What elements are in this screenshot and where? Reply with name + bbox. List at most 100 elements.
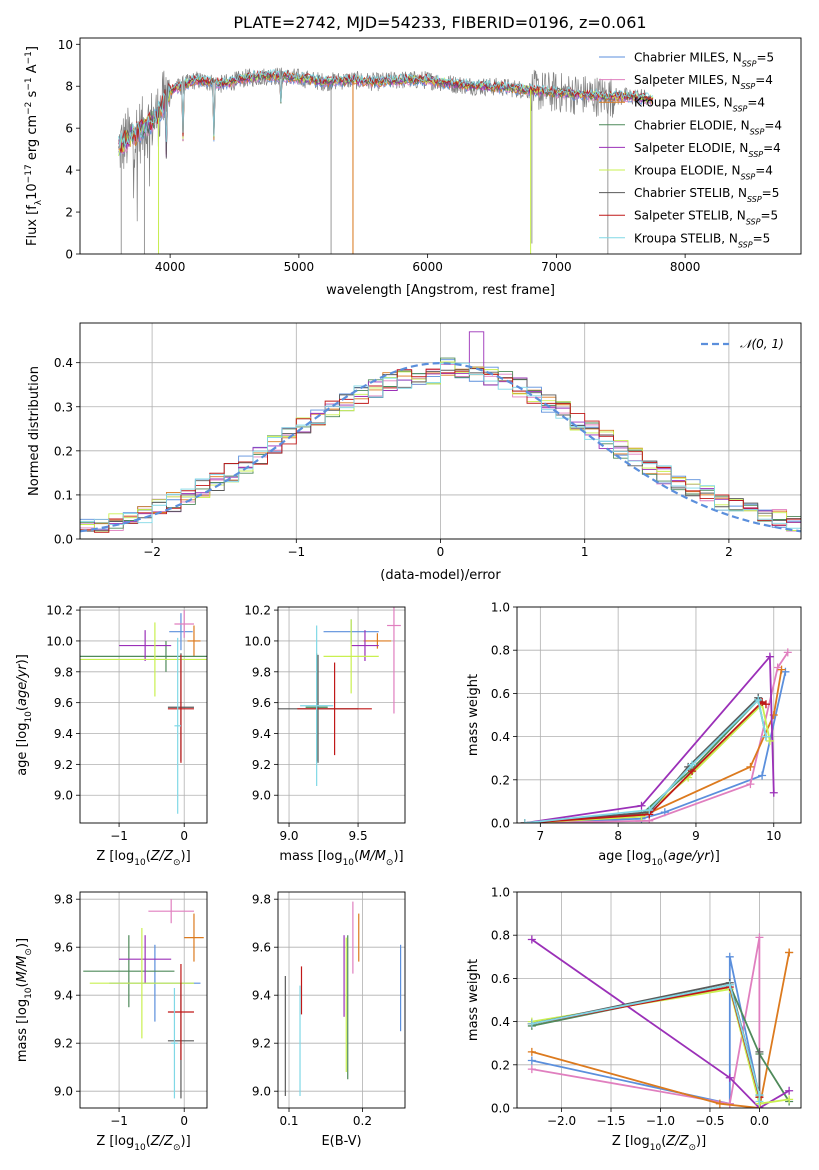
x-tick-label: 9.0 bbox=[279, 829, 298, 843]
legend-nssp: =4 bbox=[764, 118, 782, 132]
weight-marker-3 bbox=[777, 665, 786, 674]
legend-nssp: =4 bbox=[763, 141, 781, 155]
weight-marker-9 bbox=[520, 819, 529, 823]
y-axis-label-part: erg cm bbox=[25, 115, 40, 164]
axes-frame bbox=[277, 606, 406, 824]
y-axis-label-part: )] bbox=[15, 938, 30, 948]
figure-title: PLATE=2742, MJD=54233, FIBERID=0196, z=0… bbox=[233, 13, 646, 32]
weight-series-5 bbox=[531, 938, 790, 1108]
y-axis-label: Normed distribution bbox=[27, 366, 42, 496]
x-axis-label-part: 10 bbox=[343, 858, 355, 868]
y-tick-label: 0.0 bbox=[491, 1102, 510, 1116]
weight-series-3 bbox=[524, 669, 783, 823]
x-axis-label: Z [log10(Z/Z⊙)] bbox=[96, 1134, 190, 1153]
y-tick-label: 0.8 bbox=[491, 644, 510, 658]
x-axis-label-part: ( bbox=[661, 1134, 666, 1149]
y-tick-label: 0.2 bbox=[491, 773, 510, 787]
y-tick-label: 4 bbox=[65, 164, 73, 178]
legend-name: Kroupa MILES, N bbox=[634, 96, 733, 110]
x-axis-label-part: ⊙ bbox=[173, 858, 181, 868]
model-spectrum-line-7 bbox=[118, 70, 654, 159]
legend-name: Chabrier MILES, N bbox=[634, 51, 742, 65]
x-axis-label: Z [log10(Z/Z⊙)] bbox=[612, 1134, 706, 1153]
weight-marker-9 bbox=[725, 980, 734, 989]
spectrum-panel: 4000 5000 6000 7000 8000 0 2 4 6 8 10 Chabrier MILE… bbox=[24, 37, 802, 298]
weight-series-9 bbox=[524, 698, 767, 823]
weight-marker-5 bbox=[527, 935, 536, 944]
y-axis-label: mass [log10(M/M⊙)] bbox=[15, 938, 34, 1062]
weight-marker-3 bbox=[746, 762, 755, 771]
x-tick-label: −1 bbox=[287, 545, 305, 559]
y-tick-label: 9.4 bbox=[252, 989, 271, 1003]
weight-marker-6 bbox=[637, 812, 646, 821]
y-tick-label: 0.3 bbox=[54, 400, 73, 414]
plot-area bbox=[80, 331, 801, 539]
x-tick-label: 5000 bbox=[284, 260, 315, 274]
x-axis-label-part: age [log bbox=[598, 849, 651, 864]
legend-subscript: SSP bbox=[747, 195, 762, 204]
y-tick-label: 9.2 bbox=[252, 758, 271, 772]
x-axis-label: wavelength [Angstrom, rest frame] bbox=[326, 283, 555, 298]
weight-series-2 bbox=[524, 651, 789, 823]
x-tick-label: −1 bbox=[110, 829, 128, 843]
legend-subscript: SSP bbox=[738, 240, 753, 249]
x-axis-label-part: age/yr bbox=[668, 849, 711, 864]
y-axis-label: Flux [fλ10−17 erg cm−2 s−1 A−1] bbox=[24, 46, 44, 246]
weight-marker-5 bbox=[769, 788, 778, 797]
y-tick-label: 0.6 bbox=[491, 972, 510, 986]
legend-entry-6: Kroupa ELODIE, NSSP=4 bbox=[634, 164, 773, 182]
weight-series-8 bbox=[524, 700, 767, 823]
x-axis-label-part: ( bbox=[663, 849, 668, 864]
y-axis-label-part: −17 bbox=[24, 164, 34, 183]
legend-name: Salpeter ELODIE, N bbox=[634, 141, 748, 155]
y-axis-label-part: ( bbox=[15, 982, 30, 987]
weight-marker-9 bbox=[755, 1097, 764, 1106]
weight-marker-1 bbox=[758, 771, 767, 780]
x-axis-label-part: Z [log bbox=[96, 849, 134, 864]
x-axis-label-part: Z [log bbox=[96, 1134, 134, 1149]
plot-area bbox=[527, 933, 794, 1108]
y-axis-label: mass weight bbox=[466, 674, 481, 756]
x-axis-label-part: Z/Z bbox=[150, 849, 174, 864]
y-tick-label: 9.8 bbox=[54, 665, 73, 679]
weight-marker-2 bbox=[783, 648, 792, 657]
y-tick-label: 9.4 bbox=[54, 727, 73, 741]
x-tick-label: 8000 bbox=[670, 260, 701, 274]
x-axis-label-part: 10 bbox=[651, 858, 663, 868]
x-tick-label: 8 bbox=[614, 829, 622, 843]
y-axis-label-part: −1 bbox=[24, 51, 34, 64]
x-axis-label-part: ( bbox=[354, 849, 359, 864]
legend-name: Chabrier STELIB, N bbox=[634, 186, 747, 200]
plot-area bbox=[278, 607, 401, 786]
x-axis-label-part: ( bbox=[146, 1134, 151, 1149]
weight-marker-2 bbox=[755, 933, 764, 942]
x-axis-label-part: )] bbox=[393, 849, 403, 864]
mass-vs-ebv-panel: 0.1 0.2 9.0 9.2 9.4 9.6 9.8 E(B-V) bbox=[252, 891, 406, 1149]
legend-entry-normal: 𝒩(0, 1) bbox=[740, 337, 784, 351]
weight-marker-2 bbox=[746, 780, 755, 789]
y-tick-label: 9.6 bbox=[252, 941, 271, 955]
legend-name: Chabrier ELODIE, N bbox=[634, 118, 750, 132]
x-axis-label-part: )] bbox=[696, 1134, 706, 1149]
x-tick-label: 0 bbox=[180, 1114, 188, 1128]
weight-series-4 bbox=[524, 698, 767, 823]
weight-series-3 bbox=[531, 952, 790, 1108]
legend-nssp: =5 bbox=[760, 209, 778, 223]
x-axis-label-part: Z/Z bbox=[150, 1134, 174, 1149]
legend-entry-9: Kroupa STELIB, NSSP=5 bbox=[634, 231, 770, 249]
y-tick-label: 10.2 bbox=[46, 604, 73, 618]
weight-series-5 bbox=[524, 654, 775, 823]
axes-frame bbox=[79, 891, 208, 1109]
y-axis-label-part: Flux [f bbox=[25, 205, 40, 246]
legend-subscript: SSP bbox=[746, 217, 761, 226]
legend-entry-3: Kroupa MILES, NSSP=4 bbox=[634, 96, 765, 114]
x-tick-label: 7000 bbox=[541, 260, 572, 274]
y-axis-label-part: ] bbox=[25, 46, 40, 51]
legend-entry-4: Chabrier ELODIE, NSSP=4 bbox=[634, 118, 782, 136]
x-tick-label: 9 bbox=[692, 829, 700, 843]
weight-marker-9 bbox=[761, 732, 770, 741]
y-tick-label: 0.6 bbox=[491, 687, 510, 701]
y-tick-label: 1.0 bbox=[491, 601, 510, 615]
y-axis-label-part: A bbox=[25, 64, 40, 77]
y-axis-label-part: ⊙ bbox=[24, 948, 34, 956]
